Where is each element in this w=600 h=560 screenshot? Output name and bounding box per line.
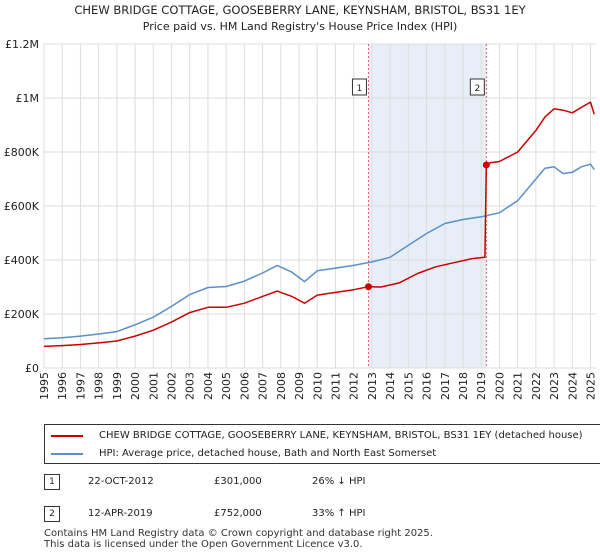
- x-tick-label: 2000: [129, 372, 142, 400]
- x-tick-label: 2010: [311, 372, 324, 400]
- chart-subtitle: Price paid vs. HM Land Registry's House …: [143, 20, 458, 33]
- grid-lines: [43, 43, 596, 369]
- x-tick-label: 2004: [202, 372, 215, 400]
- x-tick-label: 2005: [220, 372, 233, 400]
- x-tick-label: 2009: [293, 372, 306, 400]
- y-tick-label: £200K: [4, 308, 40, 321]
- x-tick-label: 2008: [275, 372, 288, 400]
- x-tick-label: 2011: [329, 372, 342, 400]
- x-tick-label: 2022: [530, 372, 543, 400]
- transaction-number: 1: [44, 474, 60, 490]
- x-tick-label: 2017: [439, 372, 452, 400]
- property-price-line: [43, 101, 595, 348]
- price-chart: CHEW BRIDGE COTTAGE, GOOSEBERRY LANE, KE…: [4, 3, 598, 400]
- x-tick-label: 2024: [566, 372, 579, 400]
- y-tick-label: £0: [25, 362, 39, 375]
- transaction-price: £752,000: [214, 508, 262, 519]
- x-tick-label: 2014: [384, 372, 397, 400]
- x-tick-label: 2003: [184, 372, 197, 400]
- sale-label-box: [351, 78, 367, 96]
- legend-hpi-label: HPI: Average price, detached house, Bath…: [99, 448, 437, 459]
- transaction-date: 12-APR-2019: [88, 508, 153, 519]
- transaction-hpi-change: 26% ↓ HPI: [312, 476, 366, 487]
- x-tick-label: 2018: [457, 372, 470, 400]
- hpi-line: [43, 163, 595, 340]
- y-tick-label: £1.2M: [5, 38, 39, 51]
- x-tick-label: 2006: [238, 372, 251, 400]
- sale-point: [364, 283, 372, 291]
- sale-point: [482, 161, 490, 169]
- transaction-price: £301,000: [214, 476, 262, 487]
- x-tick-label: 2025: [585, 372, 598, 400]
- x-tick-label: 2007: [257, 372, 270, 400]
- y-tick-label: £600K: [4, 200, 40, 213]
- legend: CHEW BRIDGE COTTAGE, GOOSEBERRY LANE, KE…: [44, 424, 600, 464]
- sale-label-number: 2: [474, 84, 480, 94]
- transaction-number: 2: [44, 506, 60, 522]
- sale-points: [364, 161, 490, 291]
- y-axis-ticks: £0 £200K £400K £600K £800K £1M £1.2M: [4, 38, 40, 375]
- x-axis-ticks: 1995 1996 1997 1998 1999 2000 2001 2002 2003 2004…: [38, 372, 598, 400]
- x-tick-label: 1998: [93, 372, 106, 400]
- x-tick-label: 2002: [166, 372, 179, 400]
- sale-label-box: [469, 78, 485, 96]
- x-tick-label: 2021: [512, 372, 525, 400]
- x-tick-label: 2020: [493, 372, 506, 400]
- property-line-swatch: [51, 435, 83, 437]
- x-tick-label: 2023: [548, 372, 561, 400]
- x-tick-label: 1996: [56, 372, 69, 400]
- series-lines: [43, 101, 595, 348]
- transaction-date: 22-OCT-2012: [88, 476, 154, 487]
- sale-label-number: 1: [357, 84, 363, 94]
- hpi-line-swatch: [51, 453, 83, 455]
- y-tick-label: £1M: [16, 92, 40, 105]
- y-tick-label: £800K: [4, 146, 40, 159]
- legend-property-label: CHEW BRIDGE COTTAGE, GOOSEBERRY LANE, KE…: [99, 430, 583, 441]
- x-tick-label: 2016: [421, 372, 434, 400]
- x-tick-label: 2013: [366, 372, 379, 400]
- x-tick-label: 1999: [111, 372, 124, 400]
- x-tick-label: 1997: [74, 372, 87, 400]
- footer-licence: This data is licensed under the Open Gov…: [44, 539, 363, 550]
- x-tick-label: 2015: [402, 372, 415, 400]
- x-tick-label: 2012: [348, 372, 361, 400]
- footer: Contains HM Land Registry data © Crown c…: [44, 528, 433, 550]
- footer-copyright: Contains HM Land Registry data © Crown c…: [44, 528, 433, 539]
- chart-title: CHEW BRIDGE COTTAGE, GOOSEBERRY LANE, KE…: [74, 3, 526, 17]
- y-tick-label: £400K: [4, 254, 40, 267]
- x-tick-label: 2001: [147, 372, 160, 400]
- x-tick-label: 1995: [38, 372, 51, 400]
- x-tick-label: 2019: [475, 372, 488, 400]
- transaction-hpi-change: 33% ↑ HPI: [312, 508, 366, 519]
